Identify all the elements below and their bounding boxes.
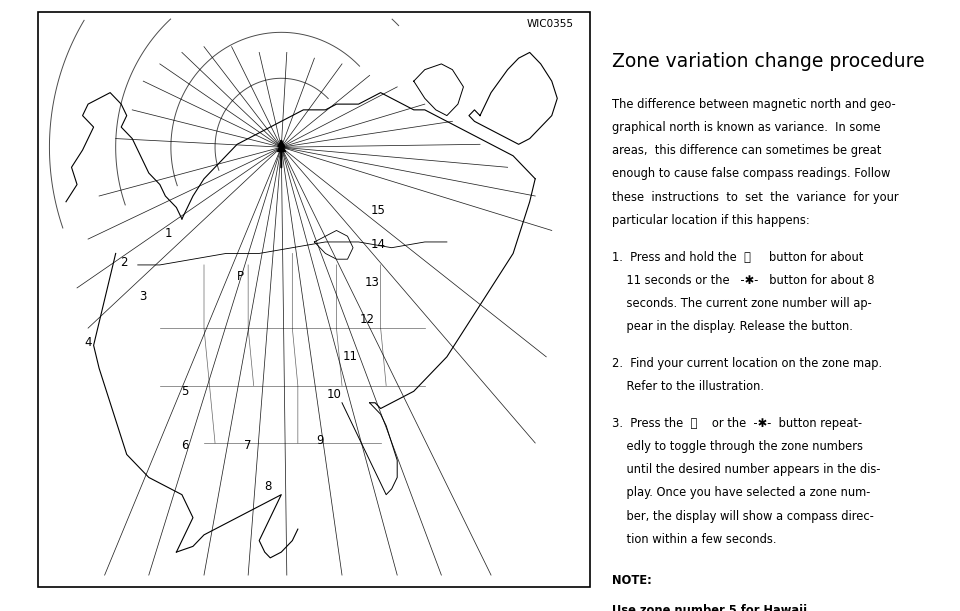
Text: ber, the display will show a compass direc-: ber, the display will show a compass dir… [612,510,875,522]
Text: enough to cause false compass readings. Follow: enough to cause false compass readings. … [612,167,891,180]
Text: 13: 13 [365,276,380,288]
Text: 7: 7 [245,439,252,452]
Text: these  instructions  to  set  the  variance  for your: these instructions to set the variance f… [612,191,900,203]
Text: 9: 9 [316,434,324,447]
Text: pear in the display. Release the button.: pear in the display. Release the button. [612,320,853,333]
Text: 2.  Find your current location on the zone map.: 2. Find your current location on the zon… [612,357,882,370]
Text: 6: 6 [180,439,188,452]
Text: WIC0355: WIC0355 [527,20,574,29]
Text: play. Once you have selected a zone num-: play. Once you have selected a zone num- [612,486,871,499]
Text: 11: 11 [343,350,358,364]
Text: 10: 10 [326,387,341,401]
Text: 5: 5 [181,385,188,398]
Text: NOTE:: NOTE: [612,574,652,587]
Text: 11 seconds or the   -✱-   button for about 8: 11 seconds or the -✱- button for about 8 [612,274,875,287]
Text: 1: 1 [164,227,172,240]
Text: P: P [236,270,244,283]
Text: Zone variation change procedure: Zone variation change procedure [612,52,925,71]
Text: until the desired number appears in the dis-: until the desired number appears in the … [612,463,881,476]
Text: Use zone number 5 for Hawaii.: Use zone number 5 for Hawaii. [612,604,812,611]
Text: 1.  Press and hold the  ⏻     button for about: 1. Press and hold the ⏻ button for about [612,251,864,263]
Text: 3.  Press the  ⏻    or the  -✱-  button repeat-: 3. Press the ⏻ or the -✱- button repeat- [612,417,863,430]
Text: particular location if this happens:: particular location if this happens: [612,214,810,227]
Text: edly to toggle through the zone numbers: edly to toggle through the zone numbers [612,440,863,453]
Text: 8: 8 [264,480,271,492]
Text: graphical north is known as variance.  In some: graphical north is known as variance. In… [612,121,881,134]
Text: seconds. The current zone number will ap-: seconds. The current zone number will ap… [612,297,873,310]
Text: 4: 4 [84,336,92,349]
Text: tion within a few seconds.: tion within a few seconds. [612,533,777,546]
Text: 15: 15 [371,204,385,217]
Text: 3: 3 [139,290,147,303]
Text: The difference between magnetic north and geo-: The difference between magnetic north an… [612,98,897,111]
Text: 12: 12 [359,313,374,326]
Text: 2: 2 [120,255,128,269]
Text: 14: 14 [371,238,385,251]
Text: areas,  this difference can sometimes be great: areas, this difference can sometimes be … [612,144,882,157]
Text: Refer to the illustration.: Refer to the illustration. [612,380,764,393]
